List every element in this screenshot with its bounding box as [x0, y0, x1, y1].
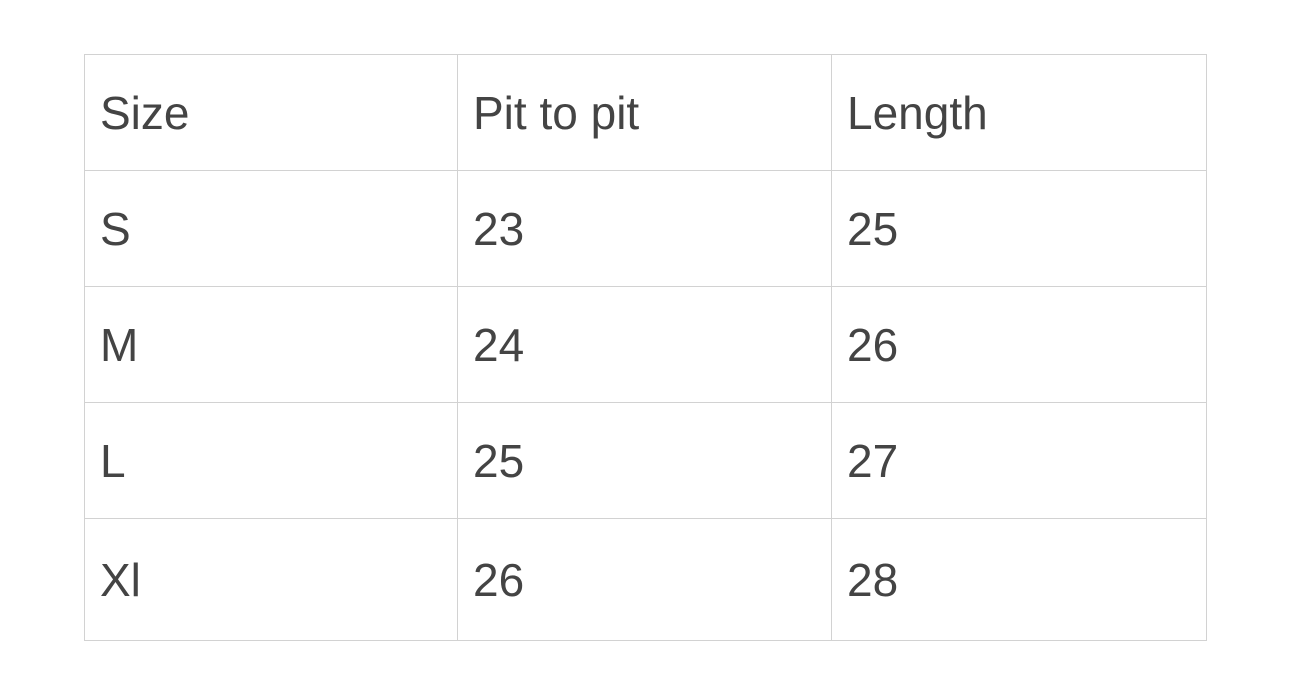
table-row: S 23 25	[84, 170, 1207, 287]
cell-pit-to-pit: 26	[457, 518, 832, 641]
cell-size: Xl	[84, 518, 458, 641]
cell-length: 25	[831, 170, 1207, 287]
cell-length: 26	[831, 286, 1207, 403]
cell-size: L	[84, 402, 458, 519]
table-header-row: Size Pit to pit Length	[84, 54, 1207, 171]
cell-length: 27	[831, 402, 1207, 519]
cell-size: M	[84, 286, 458, 403]
cell-size: S	[84, 170, 458, 287]
table-row: M 24 26	[84, 286, 1207, 403]
header-size: Size	[84, 54, 458, 171]
cell-pit-to-pit: 25	[457, 402, 832, 519]
size-chart-table: Size Pit to pit Length S 23 25 M 24 26 L…	[84, 54, 1207, 641]
cell-pit-to-pit: 24	[457, 286, 832, 403]
header-pit-to-pit: Pit to pit	[457, 54, 832, 171]
cell-pit-to-pit: 23	[457, 170, 832, 287]
header-length: Length	[831, 54, 1207, 171]
table-row: L 25 27	[84, 402, 1207, 519]
cell-length: 28	[831, 518, 1207, 641]
table-row: Xl 26 28	[84, 518, 1207, 641]
